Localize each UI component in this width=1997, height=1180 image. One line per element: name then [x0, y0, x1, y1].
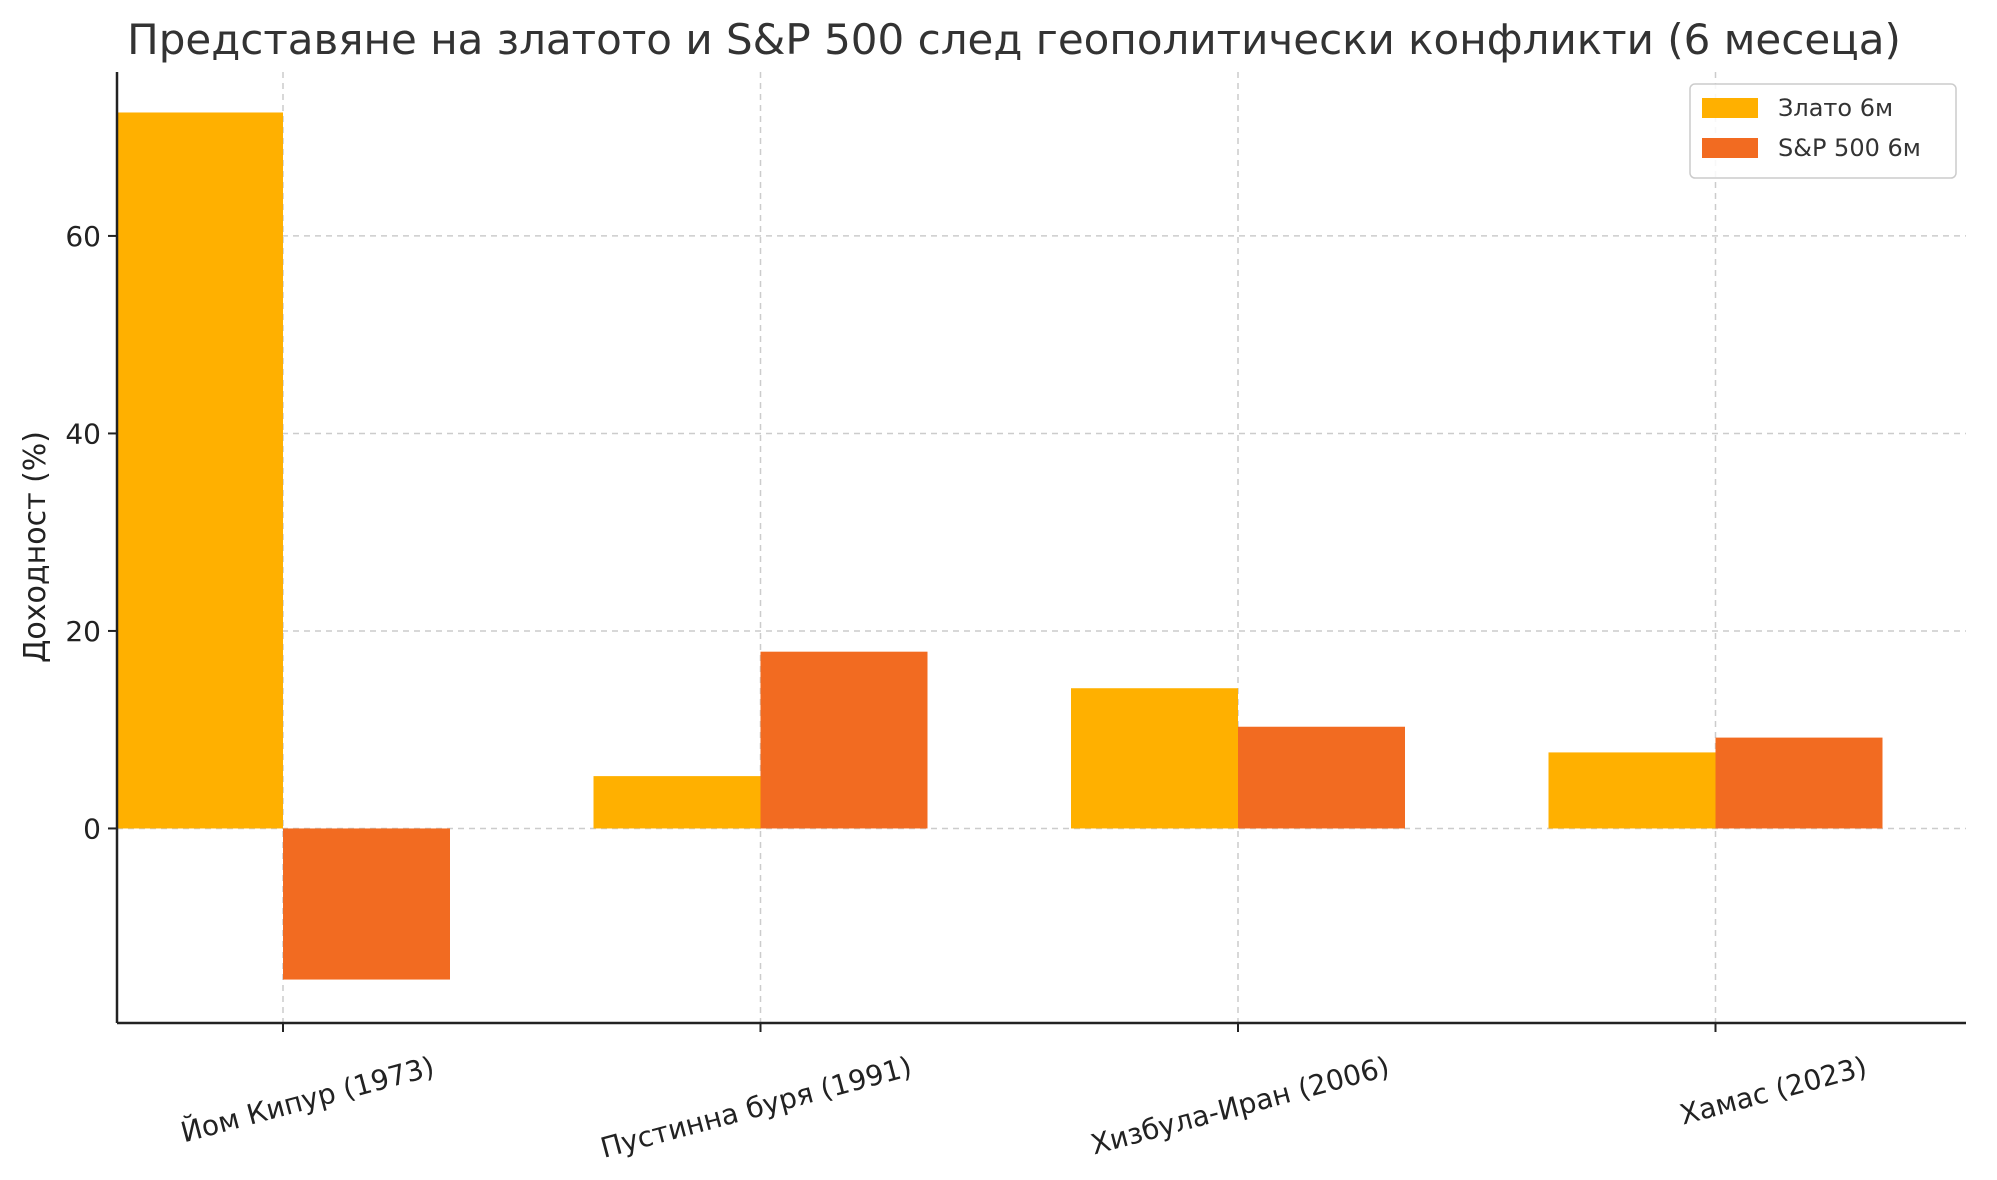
legend-label: S&P 500 6м [1778, 134, 1921, 162]
bar-gold [1071, 688, 1238, 829]
x-tick-label: Хамас (2023) [1676, 1050, 1870, 1132]
chart-title: Представяне на златото и S&P 500 след ге… [127, 15, 1901, 64]
legend-label: Злато 6м [1778, 94, 1893, 122]
x-ticks: Йом Кипур (1973) Пустинна буря (1991) Хизб… [177, 1023, 1870, 1165]
x-tick-label: Йом Кипур (1973) [177, 1049, 438, 1149]
legend-swatch [1702, 138, 1758, 158]
bar-sp500 [760, 651, 928, 829]
bars [116, 112, 1883, 980]
y-tick-label: 40 [65, 417, 101, 450]
legend-swatch [1702, 98, 1758, 118]
bar-gold [1548, 752, 1716, 829]
y-tick-label: 20 [65, 615, 101, 648]
bar-sp500 [1715, 737, 1883, 829]
x-tick-label: Хизбула-Иран (2006) [1087, 1050, 1393, 1161]
bar-sp500 [283, 828, 450, 980]
axes [115, 72, 1966, 1025]
legend: Злато 6м S&P 500 6м [1689, 83, 1957, 179]
bar-gold [593, 776, 761, 829]
y-axis-label: Доходност (%) [18, 431, 53, 663]
x-tick-label: Пустинна буря (1991) [597, 1050, 915, 1165]
bar-sp500 [1238, 726, 1405, 829]
y-tick-label: 0 [83, 812, 101, 845]
bar-gold [116, 112, 283, 829]
y-tick-label: 60 [65, 220, 101, 253]
y-ticks: 0 20 40 60 [65, 220, 117, 845]
